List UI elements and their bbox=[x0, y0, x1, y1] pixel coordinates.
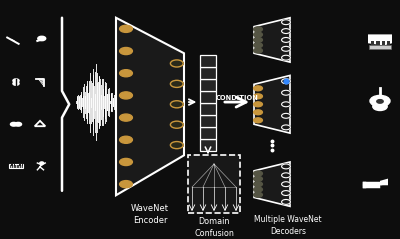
Bar bbox=[376, 42, 380, 45]
Circle shape bbox=[282, 190, 290, 196]
Bar bbox=[200, 67, 216, 79]
Circle shape bbox=[13, 82, 19, 85]
Bar bbox=[200, 139, 216, 151]
Bar bbox=[9, 164, 23, 168]
Bar bbox=[11, 164, 13, 166]
Circle shape bbox=[254, 171, 262, 176]
Bar bbox=[369, 45, 391, 49]
Bar bbox=[371, 42, 374, 45]
Circle shape bbox=[282, 90, 290, 95]
Circle shape bbox=[15, 122, 22, 126]
Bar bbox=[19, 164, 21, 166]
Text: Multiple WaveNet
Decoders: Multiple WaveNet Decoders bbox=[254, 215, 322, 236]
Circle shape bbox=[282, 173, 290, 178]
Circle shape bbox=[373, 103, 387, 110]
Polygon shape bbox=[254, 18, 290, 62]
Circle shape bbox=[282, 113, 290, 118]
Circle shape bbox=[282, 102, 290, 107]
Circle shape bbox=[120, 25, 132, 33]
Text: Domain
Confusion: Domain Confusion bbox=[194, 217, 234, 238]
Circle shape bbox=[120, 136, 132, 143]
Circle shape bbox=[254, 38, 262, 42]
Circle shape bbox=[170, 60, 183, 67]
Circle shape bbox=[13, 79, 19, 82]
Circle shape bbox=[254, 110, 262, 115]
Circle shape bbox=[254, 118, 262, 123]
Circle shape bbox=[282, 38, 290, 42]
Circle shape bbox=[170, 80, 183, 87]
Bar bbox=[22, 164, 23, 166]
Circle shape bbox=[40, 162, 44, 164]
Circle shape bbox=[254, 43, 262, 48]
Circle shape bbox=[370, 95, 390, 107]
Polygon shape bbox=[380, 179, 388, 185]
Circle shape bbox=[282, 200, 290, 204]
Circle shape bbox=[282, 164, 290, 169]
Circle shape bbox=[170, 101, 183, 108]
Circle shape bbox=[254, 102, 262, 107]
Bar bbox=[200, 79, 216, 91]
Circle shape bbox=[254, 176, 262, 181]
Circle shape bbox=[254, 86, 262, 91]
Circle shape bbox=[254, 187, 262, 192]
Bar bbox=[200, 103, 216, 115]
Bar bbox=[188, 155, 240, 213]
Circle shape bbox=[282, 55, 290, 60]
Circle shape bbox=[254, 192, 262, 197]
Circle shape bbox=[170, 141, 183, 149]
Bar bbox=[200, 115, 216, 127]
Circle shape bbox=[170, 121, 183, 128]
Circle shape bbox=[282, 182, 290, 187]
Circle shape bbox=[254, 32, 262, 37]
Bar bbox=[382, 42, 385, 45]
Bar bbox=[200, 91, 216, 103]
Circle shape bbox=[120, 92, 132, 99]
Bar bbox=[200, 55, 216, 67]
Circle shape bbox=[254, 27, 262, 32]
Circle shape bbox=[282, 20, 290, 25]
Circle shape bbox=[120, 70, 132, 77]
Circle shape bbox=[120, 158, 132, 166]
Circle shape bbox=[254, 48, 262, 53]
Text: WaveNet
Encoder: WaveNet Encoder bbox=[131, 204, 169, 225]
Circle shape bbox=[10, 122, 17, 126]
Circle shape bbox=[120, 114, 132, 121]
Circle shape bbox=[282, 79, 290, 84]
Polygon shape bbox=[368, 34, 392, 45]
Polygon shape bbox=[254, 76, 290, 133]
Polygon shape bbox=[116, 18, 184, 195]
Bar bbox=[14, 164, 15, 166]
Circle shape bbox=[282, 125, 290, 130]
Text: CONDITION: CONDITION bbox=[216, 95, 258, 101]
Circle shape bbox=[120, 181, 132, 188]
Circle shape bbox=[254, 94, 262, 99]
Circle shape bbox=[282, 46, 290, 51]
Polygon shape bbox=[254, 162, 290, 206]
Bar bbox=[387, 42, 390, 45]
Bar bbox=[200, 127, 216, 139]
Circle shape bbox=[254, 182, 262, 187]
Circle shape bbox=[282, 29, 290, 33]
Circle shape bbox=[38, 36, 46, 41]
FancyArrowPatch shape bbox=[225, 97, 246, 107]
Circle shape bbox=[120, 48, 132, 54]
Circle shape bbox=[377, 100, 383, 103]
